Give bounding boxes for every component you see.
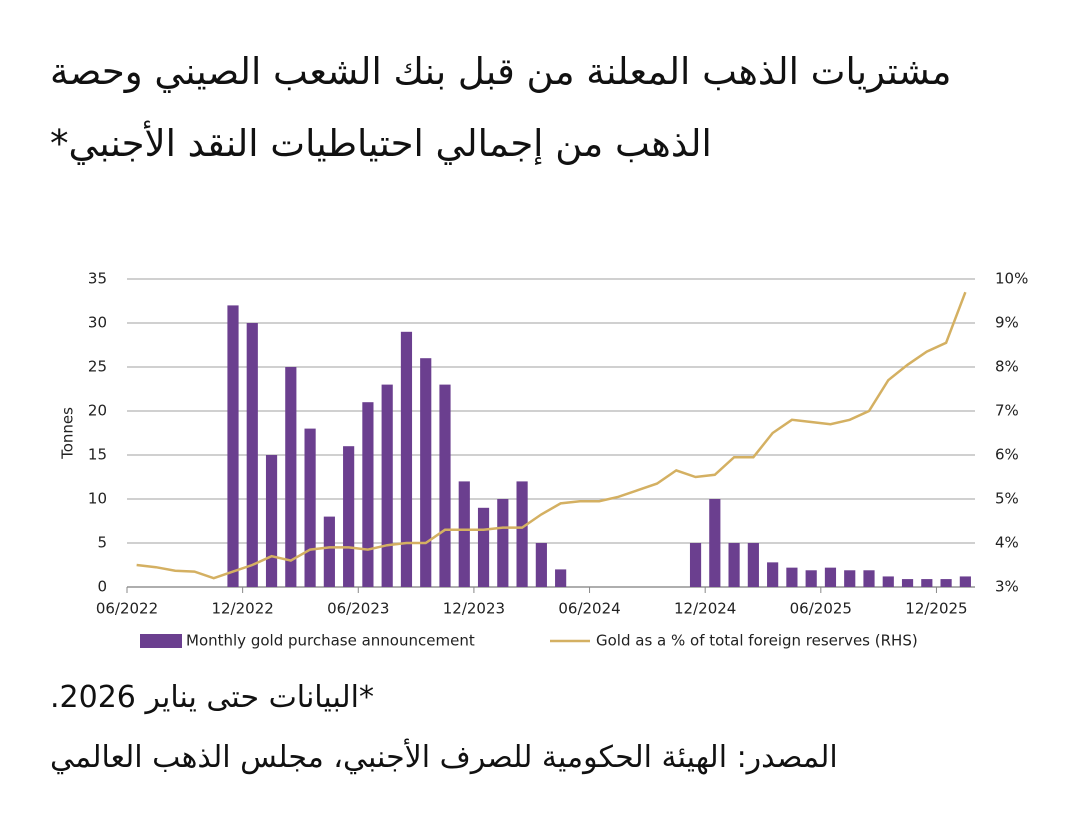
y2-tick-label: 10% bbox=[995, 270, 1028, 288]
bar bbox=[323, 516, 335, 587]
y2-tick-label: 9% bbox=[995, 314, 1019, 332]
y-tick-label: 35 bbox=[88, 270, 107, 288]
x-tick-label: 12/2023 bbox=[443, 600, 505, 618]
y-tick-label: 5 bbox=[97, 534, 107, 552]
y2-tick-label: 4% bbox=[995, 534, 1019, 552]
legend-label: Monthly gold purchase announcement bbox=[186, 632, 475, 650]
y-tick-label: 15 bbox=[88, 446, 107, 464]
x-tick-label: 06/2023 bbox=[327, 600, 389, 618]
bar bbox=[824, 567, 837, 587]
y2-tick-label: 5% bbox=[995, 490, 1019, 508]
bar bbox=[285, 367, 297, 587]
bar bbox=[304, 428, 316, 587]
x-tick-label: 12/2025 bbox=[905, 600, 967, 618]
x-tick-label: 06/2024 bbox=[558, 600, 620, 618]
bar bbox=[516, 481, 528, 587]
bar bbox=[747, 543, 759, 587]
bar bbox=[400, 331, 413, 587]
bar bbox=[689, 543, 702, 587]
bar bbox=[863, 570, 875, 587]
bar bbox=[786, 567, 798, 587]
y-tick-label: 10 bbox=[88, 490, 107, 508]
footnote: *البيانات حتى يناير 2026. bbox=[50, 680, 375, 715]
bar bbox=[439, 384, 451, 587]
bar bbox=[246, 323, 258, 587]
y-tick-label: 30 bbox=[88, 314, 107, 332]
y-tick-label: 0 bbox=[97, 578, 107, 596]
bar bbox=[555, 569, 567, 587]
y2-tick-label: 6% bbox=[995, 446, 1019, 464]
y2-tick-label: 7% bbox=[995, 402, 1019, 420]
y-tick-label: 25 bbox=[88, 358, 107, 376]
bar bbox=[381, 384, 393, 587]
bar bbox=[709, 499, 721, 587]
bar bbox=[901, 579, 914, 587]
legend-label: Gold as a % of total foreign reserves (R… bbox=[596, 632, 918, 650]
x-tick-label: 12/2024 bbox=[674, 600, 736, 618]
source: المصدر: الهيئة الحكومية للصرف الأجنبي، م… bbox=[50, 740, 838, 775]
legend-swatch bbox=[140, 634, 182, 648]
bar bbox=[227, 305, 239, 587]
bar bbox=[265, 455, 278, 587]
bar bbox=[805, 570, 817, 587]
bar bbox=[959, 576, 971, 587]
y2-tick-label: 8% bbox=[995, 358, 1019, 376]
x-tick-label: 12/2022 bbox=[211, 600, 273, 618]
line bbox=[136, 291, 967, 580]
bar bbox=[728, 543, 740, 587]
bar bbox=[844, 570, 856, 587]
bar bbox=[921, 579, 933, 587]
bar bbox=[767, 562, 779, 587]
y2-tick-label: 3% bbox=[995, 578, 1019, 596]
bar bbox=[362, 402, 374, 587]
x-tick-label: 06/2025 bbox=[790, 600, 852, 618]
x-tick-label: 06/2022 bbox=[96, 600, 158, 618]
bar bbox=[458, 481, 470, 587]
bar bbox=[882, 576, 894, 587]
y-tick-label: 20 bbox=[88, 402, 107, 420]
y-axis-label: Tonnes bbox=[59, 407, 77, 460]
chart-title: مشتريات الذهب المعلنة من قبل بنك الشعب ا… bbox=[50, 50, 952, 165]
bar bbox=[343, 446, 355, 587]
bar bbox=[477, 507, 490, 587]
bar bbox=[535, 543, 547, 587]
bar bbox=[940, 579, 952, 587]
bar bbox=[497, 499, 509, 587]
bar bbox=[420, 358, 432, 587]
